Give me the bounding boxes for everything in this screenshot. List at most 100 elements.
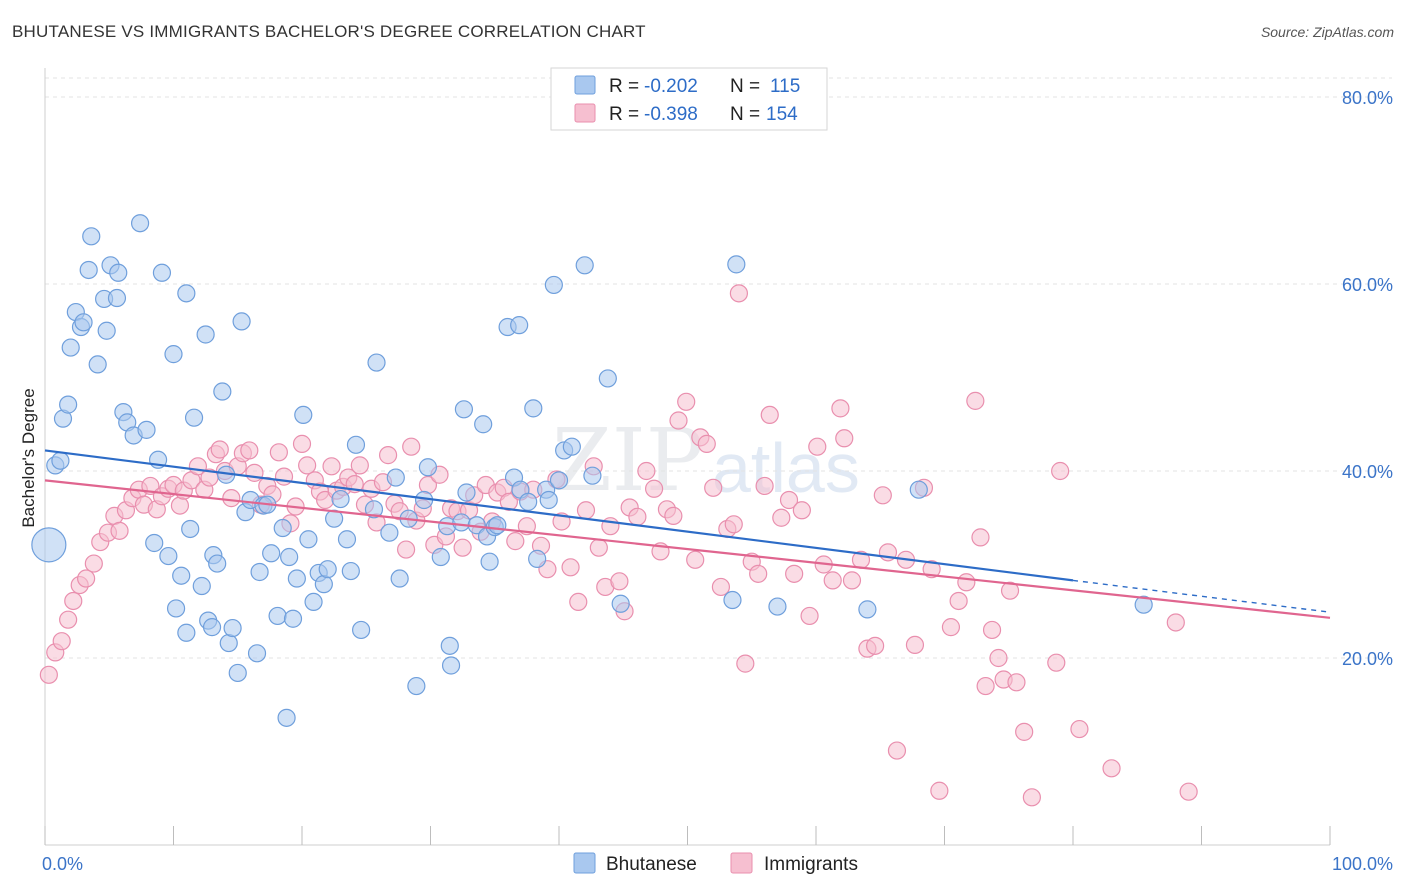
scatter-point	[506, 532, 525, 551]
scatter-point	[386, 468, 405, 487]
scatter-point	[247, 644, 267, 663]
scatter-point	[1070, 719, 1089, 739]
scatter-point	[457, 483, 476, 502]
bhutanese-trend-line	[44, 449, 1074, 582]
scatter-point	[322, 457, 341, 476]
scatter-point	[727, 255, 746, 274]
scatter-point	[184, 408, 204, 427]
scatter-point	[97, 321, 116, 340]
scatter-point	[610, 572, 629, 591]
y-tick-label: 80.0%	[1342, 88, 1393, 108]
scatter-point	[177, 623, 196, 642]
scatter-point	[219, 633, 238, 653]
scatter-point	[418, 458, 438, 477]
bhutanese-points	[31, 214, 1153, 727]
scatter-point	[1102, 759, 1121, 778]
scatter-point	[346, 435, 366, 454]
series-legend: Bhutanese Immigrants	[573, 852, 858, 875]
legend-n-label-2: N =	[730, 104, 760, 125]
scatter-point	[628, 507, 647, 526]
scatter-point	[519, 492, 538, 511]
scatter-point	[79, 260, 98, 280]
scatter-point	[61, 338, 80, 357]
chart-source: Source: ZipAtlas.com	[1260, 24, 1394, 40]
scatter-point	[1134, 595, 1153, 614]
scatter-point	[402, 437, 421, 456]
scatter-point	[873, 486, 892, 505]
scatter-point	[611, 594, 630, 613]
scatter-point	[644, 479, 664, 498]
scatter-point	[59, 610, 78, 629]
scatter-point	[909, 480, 928, 499]
scatter-point	[1007, 673, 1026, 692]
scatter-point	[1000, 581, 1020, 600]
scatter-point	[729, 284, 749, 303]
scatter-point	[664, 506, 683, 525]
scatter-point	[697, 434, 716, 453]
scatter-point	[930, 781, 949, 800]
scatter-point	[223, 618, 242, 638]
scatter-point	[304, 592, 323, 612]
scatter-point	[440, 636, 459, 655]
scatter-point	[561, 558, 580, 577]
scatter-point	[82, 227, 101, 246]
scatter-point	[905, 635, 925, 655]
scatter-point	[510, 316, 529, 335]
scatter-point	[159, 546, 178, 566]
scatter-point	[145, 533, 164, 553]
scatter-point	[341, 561, 360, 581]
legend-r-value-1: -0.202	[644, 76, 698, 97]
scatter-point	[318, 560, 337, 579]
scatter-point	[299, 530, 318, 549]
y-tick-label: 60.0%	[1342, 275, 1393, 295]
y-tick-label: 40.0%	[1342, 462, 1393, 482]
scatter-point	[181, 519, 200, 539]
scatter-point	[202, 618, 222, 637]
scatter-point	[287, 569, 306, 588]
scatter-point	[823, 571, 842, 590]
legend-r-label-2: R =	[609, 104, 639, 125]
y-axis-title: Bachelor's Degree	[19, 388, 38, 527]
scatter-point	[88, 355, 107, 374]
scatter-point	[768, 597, 787, 616]
scatter-point	[562, 437, 581, 456]
scatter-point	[283, 609, 303, 628]
scatter-point	[976, 676, 995, 696]
scatter-point	[1022, 788, 1041, 807]
scatter-point	[51, 451, 70, 470]
scatter-point	[887, 741, 907, 760]
scatter-point	[298, 456, 317, 475]
legend-n-label-1: N =	[730, 76, 760, 97]
bottom-legend-swatch-immigrants	[730, 852, 753, 874]
bottom-legend-swatch-bhutanese	[573, 852, 596, 874]
scatter-point	[1179, 782, 1198, 801]
scatter-point	[208, 554, 227, 573]
scatter-point	[528, 549, 547, 568]
scatter-point	[452, 513, 471, 532]
trend-lines	[44, 449, 1331, 619]
scatter-point	[499, 492, 518, 511]
scatter-point	[842, 571, 862, 590]
legend-r-label-1: R =	[609, 76, 639, 97]
scatter-point	[277, 708, 296, 727]
legend-swatch-bhutanese	[574, 75, 596, 95]
scatter-point	[711, 577, 731, 597]
scatter-point	[1166, 613, 1185, 632]
scatter-point	[431, 547, 450, 567]
scatter-point	[250, 562, 269, 582]
gridlines	[45, 77, 1392, 659]
scatter-point	[331, 489, 350, 509]
bottom-legend-immigrants: Immigrants	[764, 854, 858, 875]
scatter-point	[488, 516, 507, 535]
scatter-point	[686, 550, 705, 569]
legend-r-value-2: -0.398	[644, 104, 698, 125]
tick-labels: 20.0% 40.0% 60.0% 80.0% 0.0% 100.0%	[42, 88, 1393, 874]
scatter-point	[704, 478, 723, 497]
scatter-point	[569, 592, 588, 612]
scatter-point	[736, 654, 755, 673]
scatter-point	[109, 263, 128, 282]
scatter-point	[454, 400, 474, 419]
scatter-point	[866, 636, 885, 655]
scatter-point	[749, 564, 768, 583]
